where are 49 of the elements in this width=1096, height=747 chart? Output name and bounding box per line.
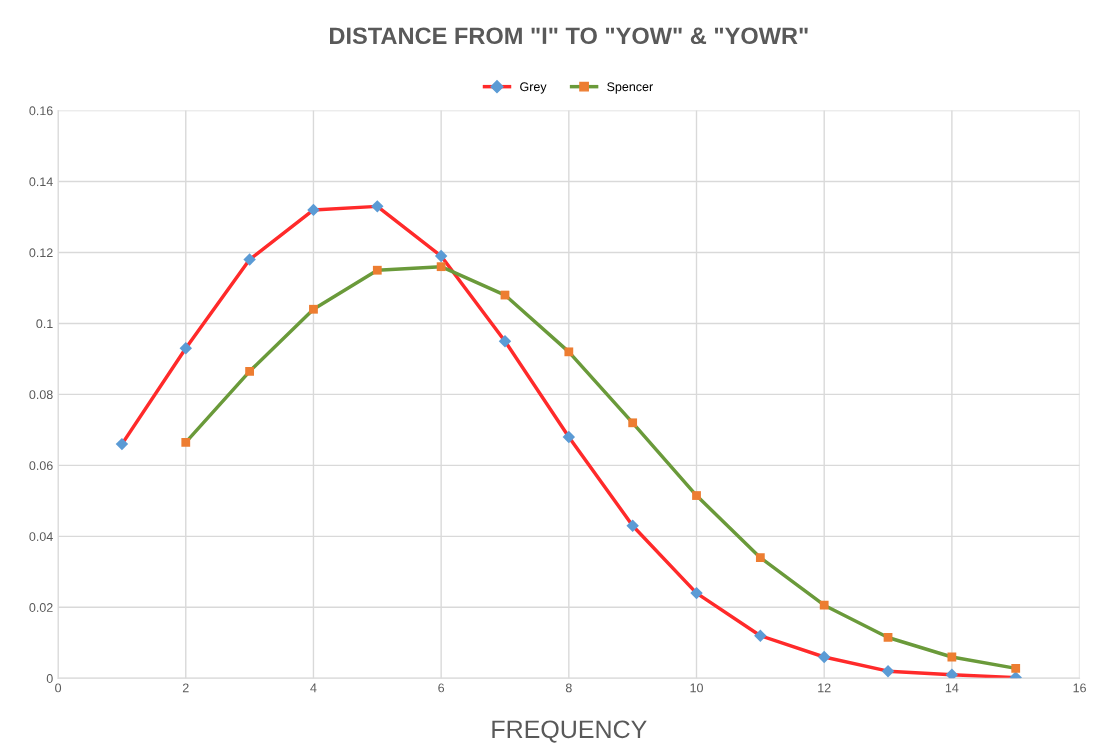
x-tick-label: 16 (1073, 683, 1086, 693)
point (309, 304, 318, 314)
point (245, 366, 255, 376)
x-tick-label: 0 (55, 683, 62, 693)
point (947, 652, 957, 662)
point (436, 262, 446, 272)
point (945, 668, 959, 679)
point (628, 418, 638, 428)
point (819, 600, 829, 610)
point (626, 519, 639, 532)
legend-label: Grey (520, 82, 547, 94)
point (562, 430, 576, 444)
x-tick-label: 6 (438, 683, 445, 693)
point (564, 347, 574, 357)
y-tick-label: 0.1 (36, 319, 53, 329)
point (817, 650, 831, 664)
chart-title: DISTANCE FROM "I" TO "YOW" & "YOWR" (330, 27, 808, 45)
point (1011, 663, 1021, 673)
y-tick-label: 0.06 (29, 461, 53, 471)
x-axis-title: FREQUENCY (492, 720, 647, 743)
point (883, 633, 893, 642)
y-tick-label: 0.14 (29, 177, 53, 187)
x-tick-label: 2 (182, 683, 189, 693)
point (434, 249, 448, 263)
point (690, 586, 703, 600)
y-tick-label: 0.16 (29, 106, 53, 116)
point (692, 491, 701, 500)
y-tick-label: 0.04 (29, 532, 53, 541)
x-tick-label: 14 (945, 683, 959, 693)
x-tick-label: 4 (310, 683, 317, 693)
point (181, 437, 191, 447)
point (243, 253, 256, 266)
y-tick-label: 0.08 (29, 390, 53, 400)
point (372, 265, 382, 275)
point (371, 200, 384, 213)
legend-label: Spencer (607, 82, 653, 94)
x-tick-label: 10 (690, 683, 703, 693)
point (881, 664, 895, 678)
point (755, 553, 765, 563)
point (307, 203, 320, 217)
y-tick-label: 0.12 (29, 248, 53, 258)
y-tick-label: 0.02 (29, 603, 53, 612)
point (754, 629, 767, 642)
x-tick-label: 8 (565, 683, 572, 693)
point (498, 334, 512, 348)
point (115, 437, 129, 451)
point (179, 342, 192, 355)
y-tick-label: 0 (46, 674, 53, 683)
x-tick-label: 12 (818, 683, 831, 693)
